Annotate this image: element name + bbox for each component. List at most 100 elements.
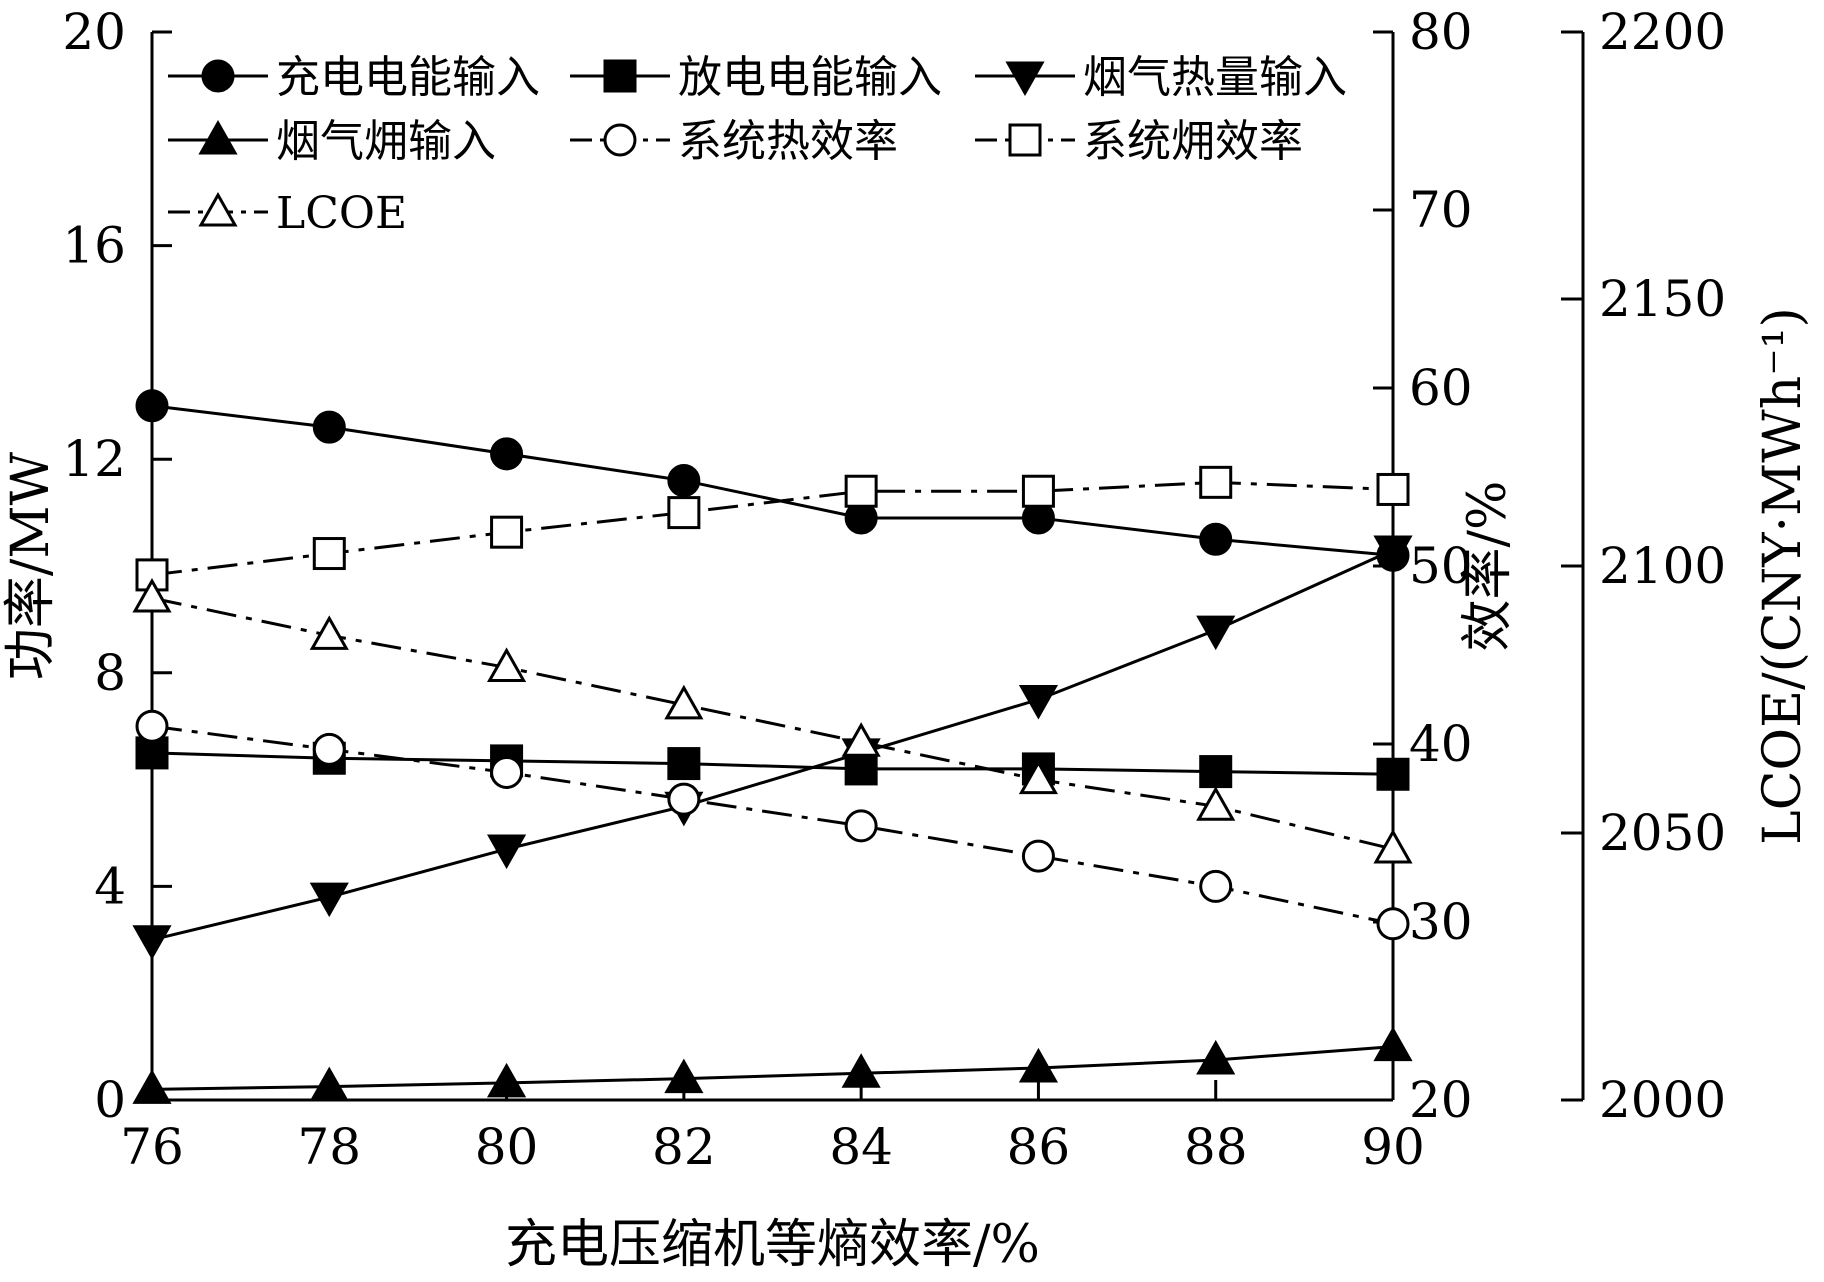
data-point xyxy=(132,925,172,960)
data-point xyxy=(664,684,704,720)
series-layer xyxy=(132,389,1413,1104)
lcoe-tick-label: 2150 xyxy=(1599,270,1726,328)
x-tick-label: 80 xyxy=(475,1118,539,1176)
left-y-tick-label: 8 xyxy=(94,644,126,702)
legend-label: 充电电能输入 xyxy=(276,52,540,103)
legend-marker xyxy=(201,59,235,93)
data-point xyxy=(1021,474,1055,508)
data-point xyxy=(1018,1047,1059,1083)
series-line xyxy=(151,596,1394,851)
legend-item: 烟气热量输入 xyxy=(975,52,1347,103)
data-point xyxy=(844,474,878,508)
lcoe-tick-label: 2050 xyxy=(1599,804,1726,862)
right-y-tick-label: 40 xyxy=(1409,715,1473,773)
data-point xyxy=(1376,757,1410,791)
legend-label: LCOE xyxy=(276,188,407,239)
data-point xyxy=(1199,755,1233,789)
data-point xyxy=(1196,786,1236,821)
data-point xyxy=(1196,615,1236,651)
legend-label: 系统㶲效率 xyxy=(1083,116,1303,167)
legend-item: 充电电能输入 xyxy=(168,52,540,103)
right-y-tick-label: 70 xyxy=(1409,181,1473,239)
data-point xyxy=(132,1069,172,1104)
x-tick-label: 76 xyxy=(120,1118,184,1176)
legend-marker xyxy=(198,191,238,227)
legend-item: 系统㶲效率 xyxy=(975,116,1303,167)
series-4 xyxy=(132,1026,1413,1104)
legend-marker xyxy=(198,119,238,155)
data-point xyxy=(1021,839,1055,873)
data-point xyxy=(1018,759,1059,795)
data-point xyxy=(1199,869,1233,903)
right-y-tick-label: 20 xyxy=(1409,1071,1473,1129)
data-point xyxy=(1376,472,1410,506)
data-point xyxy=(1376,907,1410,941)
series-5 xyxy=(135,709,1410,941)
left-y-tick-label: 0 xyxy=(94,1071,126,1129)
data-point xyxy=(490,755,524,789)
data-point xyxy=(490,437,524,471)
right-y-tick-label: 80 xyxy=(1409,3,1473,61)
data-point xyxy=(309,1066,349,1102)
data-point xyxy=(664,1058,704,1094)
data-point xyxy=(667,496,701,530)
data-point xyxy=(1373,1026,1413,1062)
legend-marker xyxy=(603,123,637,157)
data-point xyxy=(309,615,349,650)
legend-item: 烟气㶲输入 xyxy=(168,116,496,167)
lcoe-tick-label: 2200 xyxy=(1599,3,1726,61)
x-tick-label: 78 xyxy=(297,1118,361,1176)
legend-label: 放电电能输入 xyxy=(678,52,942,103)
lcoe-tick-label: 2000 xyxy=(1599,1071,1726,1129)
data-point xyxy=(309,882,349,918)
legend-label: 系统热效率 xyxy=(678,116,898,167)
data-point xyxy=(1373,828,1413,864)
series-line xyxy=(151,751,1394,776)
right-y-tick-label: 50 xyxy=(1409,537,1473,595)
data-point xyxy=(312,537,346,571)
x-tick-label: 88 xyxy=(1184,1118,1248,1176)
legend-item: LCOE xyxy=(168,188,407,239)
right-y-tick-label: 30 xyxy=(1409,893,1473,951)
left-y-tick-label: 4 xyxy=(94,857,126,915)
data-point xyxy=(490,515,524,549)
series-line xyxy=(151,404,1394,557)
data-point xyxy=(667,782,701,816)
lcoe-tick-label: 2100 xyxy=(1599,537,1726,595)
data-point xyxy=(132,577,172,613)
data-point xyxy=(486,1062,527,1098)
data-point xyxy=(312,732,346,766)
data-point xyxy=(486,834,527,870)
legend-item: 系统热效率 xyxy=(570,116,898,167)
legend-label: 烟气热量输入 xyxy=(1083,52,1347,103)
legend-marker xyxy=(1005,61,1045,97)
series-line xyxy=(151,548,1394,942)
data-point xyxy=(486,647,527,682)
x-axis-title: 充电压缩机等熵效率/% xyxy=(505,1215,1040,1275)
series-1 xyxy=(135,389,1410,572)
left-y-axis-title: 功率/MW xyxy=(1,451,61,680)
series-line xyxy=(151,480,1394,577)
lcoe-axis-title: LCOE/(CNY·MWh⁻¹) xyxy=(1753,307,1813,845)
data-point xyxy=(135,389,169,423)
data-point xyxy=(841,1053,881,1088)
right-y-axis-title: 效率/% xyxy=(1458,481,1518,652)
left-y-tick-label: 12 xyxy=(62,430,126,488)
data-point xyxy=(667,464,701,498)
right-y-tick-label: 60 xyxy=(1409,359,1473,417)
data-point xyxy=(667,747,701,781)
series-6 xyxy=(135,465,1410,592)
legend-item: 放电电能输入 xyxy=(570,52,942,103)
legend-label: 烟气㶲输入 xyxy=(276,116,496,167)
data-point xyxy=(1373,535,1413,571)
x-tick-label: 82 xyxy=(652,1118,716,1176)
legend-marker xyxy=(603,59,637,93)
x-tick-label: 86 xyxy=(1007,1118,1071,1176)
left-y-tick-label: 16 xyxy=(62,217,126,275)
x-tick-label: 90 xyxy=(1361,1118,1425,1176)
x-tick-label: 84 xyxy=(829,1118,893,1176)
data-point xyxy=(135,736,169,770)
